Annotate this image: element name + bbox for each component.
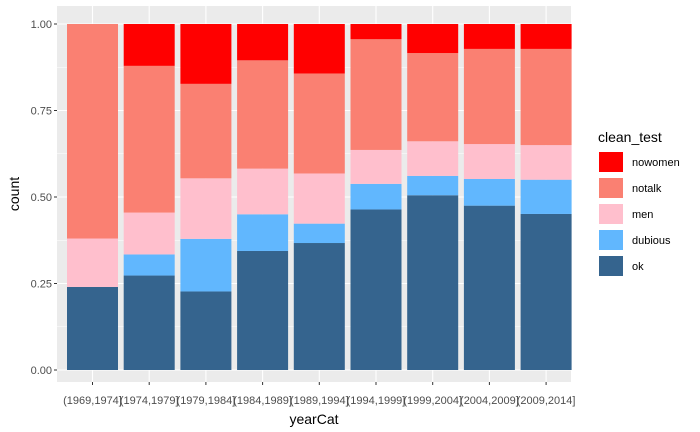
bar-segment-ok <box>293 243 345 370</box>
bar-segment-nowomen <box>237 24 289 61</box>
y-tick-label: 0.00 <box>31 365 52 377</box>
bar-segment-nowomen <box>293 24 345 74</box>
x-tick-label: (2009,2014] <box>517 395 576 407</box>
legend-title: clean_test <box>598 129 662 145</box>
bar-segment-ok <box>350 209 402 370</box>
legend: clean_test nowomen notalk men dubious ok <box>598 129 680 276</box>
bar-segment-men <box>123 212 175 255</box>
bar-segment-ok <box>123 275 175 370</box>
bar-segment-ok <box>180 291 232 370</box>
bar-segment-nowomen <box>350 24 402 40</box>
bar-segment-ok <box>237 250 289 370</box>
x-tick-label: (1994,1999] <box>347 395 406 407</box>
y-axis-title: count <box>6 177 22 211</box>
bar-segment-dubious <box>520 179 572 214</box>
x-tick-label: (1999,2004] <box>403 395 462 407</box>
bar-segment-dubious <box>463 179 515 206</box>
bars <box>67 24 572 370</box>
bar-segment-ok <box>407 195 459 370</box>
bar-segment-nowomen <box>407 24 459 54</box>
legend-label-notalk: notalk <box>632 183 662 195</box>
legend-label-men: men <box>632 209 653 221</box>
bar-segment-ok <box>67 286 118 370</box>
legend-key-men <box>599 204 623 224</box>
bar-segment-dubious <box>237 214 289 251</box>
legend-key-notalk <box>599 178 623 198</box>
y-tick-label: 0.75 <box>31 106 52 118</box>
bar-segment-nowomen <box>463 24 515 49</box>
bar-segment-notalk <box>67 24 118 239</box>
x-tick-label: (1984,1989] <box>233 395 292 407</box>
bar-segment-dubious <box>180 238 232 292</box>
bar-segment-dubious <box>123 254 175 276</box>
x-tick-label: (1989,1994] <box>290 395 349 407</box>
y-tick-label: 0.25 <box>31 279 52 291</box>
bar-segment-dubious <box>350 183 402 210</box>
x-axis-title: yearCat <box>289 411 338 427</box>
bar-segment-ok <box>520 213 572 370</box>
bar-segment-notalk <box>407 53 459 142</box>
x-axis: (1969,1974](1974,1979](1979,1984](1984,1… <box>63 382 575 407</box>
bar-segment-men <box>520 145 572 180</box>
x-tick-label: (2004,2009] <box>460 395 519 407</box>
x-tick-label: (1979,1984] <box>177 395 236 407</box>
bar-segment-ok <box>463 205 515 370</box>
bar-segment-men <box>180 178 232 239</box>
legend-label-dubious: dubious <box>632 235 671 247</box>
bar-segment-men <box>293 173 345 224</box>
bar-segment-men <box>407 141 459 176</box>
y-tick-label: 0.50 <box>31 192 52 204</box>
legend-key-ok <box>599 256 623 276</box>
bar-segment-nowomen <box>180 24 232 84</box>
bar-segment-notalk <box>237 60 289 169</box>
bar-segment-notalk <box>293 73 345 174</box>
bar-segment-notalk <box>350 39 402 150</box>
bar-segment-dubious <box>407 175 459 196</box>
y-tick-label: 1.00 <box>31 19 52 31</box>
bar-segment-dubious <box>293 223 345 244</box>
x-tick-label: (1974,1979] <box>120 395 179 407</box>
bar-segment-men <box>350 149 402 184</box>
x-tick-label: (1969,1974] <box>63 395 122 407</box>
bar-segment-nowomen <box>520 24 572 49</box>
bar-segment-men <box>237 168 289 215</box>
legend-key-dubious <box>599 230 623 250</box>
bar-segment-men <box>67 238 118 287</box>
bar-segment-notalk <box>180 83 232 179</box>
legend-key-nowomen <box>599 152 623 172</box>
y-axis: 0.00 0.25 0.50 0.75 1.00 <box>31 19 57 377</box>
bar-segment-nowomen <box>123 24 175 66</box>
bar-segment-notalk <box>520 48 572 146</box>
legend-label-ok: ok <box>632 261 644 273</box>
bar-segment-men <box>463 144 515 180</box>
legend-label-nowomen: nowomen <box>632 157 680 169</box>
bar-segment-notalk <box>463 48 515 145</box>
bar-segment-notalk <box>123 65 175 213</box>
